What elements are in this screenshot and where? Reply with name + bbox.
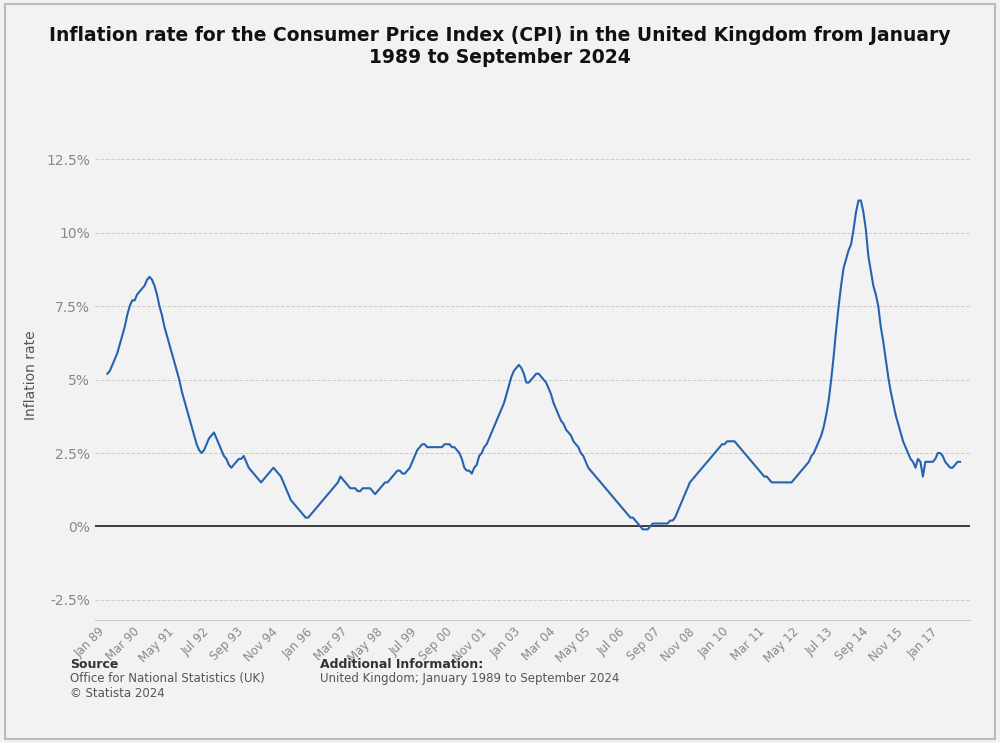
Text: Source: Source xyxy=(70,658,118,670)
Text: Additional Information:: Additional Information: xyxy=(320,658,483,670)
Text: Office for National Statistics (UK)
© Statista 2024: Office for National Statistics (UK) © St… xyxy=(70,672,265,701)
Text: Inflation rate for the Consumer Price Index (CPI) in the United Kingdom from Jan: Inflation rate for the Consumer Price In… xyxy=(49,26,951,67)
Text: United Kingdom; January 1989 to September 2024: United Kingdom; January 1989 to Septembe… xyxy=(320,672,619,685)
Y-axis label: Inflation rate: Inflation rate xyxy=(24,331,38,420)
